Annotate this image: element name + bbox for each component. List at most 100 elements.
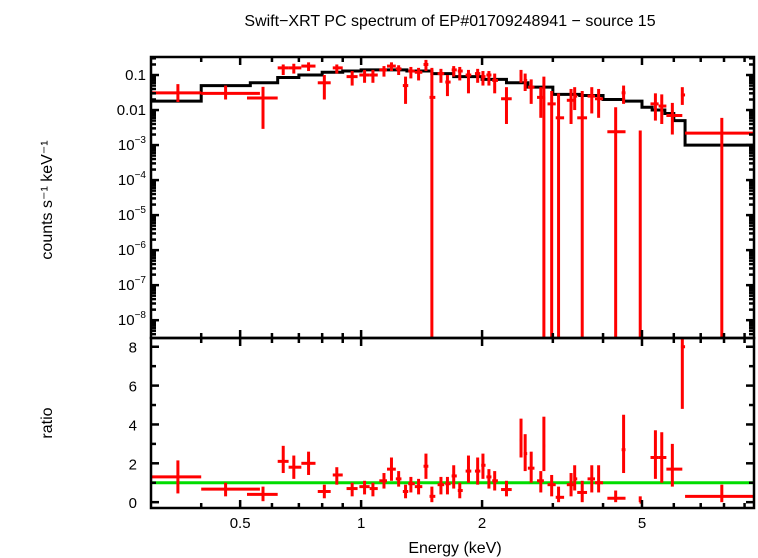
data-point-6 [301,62,316,72]
data-point-43 [621,85,626,104]
ratio-point-23 [457,482,463,499]
ratio-point-44 [638,496,642,504]
ratio-point-49 [685,484,754,503]
y-axis-label-ratio: ratio [39,407,56,438]
ratio-point-2 [201,482,260,497]
ratio-point-30 [519,418,523,458]
ratio-point-6 [301,451,316,475]
y-tick-label: 10−7 [118,275,147,294]
data-point-17 [414,67,423,81]
ratio-y-tick-label: 6 [129,379,137,396]
data-point-41 [595,88,604,118]
ratio-point-48 [680,338,686,409]
y-tick-label: 0.01 [117,102,146,119]
ratio-point-7 [317,484,331,499]
ratio-point-38 [573,465,578,491]
data-point-45 [650,93,659,121]
ratio-point-39 [577,480,588,503]
ratio-point-22 [451,465,457,489]
data-point-44 [638,130,642,340]
ratio-point-47 [666,443,683,487]
ratio-y-tick-label: 4 [129,417,137,434]
data-point-27 [486,71,492,86]
data-point-14 [395,65,402,76]
y-axis-label-counts: counts s⁻¹ keV⁻¹ [39,140,56,259]
y-tick-label: 0.1 [125,67,146,84]
x-axis-label: Energy (keV) [408,540,501,557]
data-point-18 [423,59,429,72]
y-tick-label: 10−3 [118,135,147,154]
ratio-point-26 [481,453,486,479]
data-point-25 [474,68,481,83]
tick-exponent: −6 [135,240,147,251]
data-point-34 [542,76,546,338]
ratio-point-40 [587,465,596,493]
ratio-point-18 [423,453,429,479]
tick-base: 10 [118,137,135,154]
ratio-point-27 [486,469,492,489]
ratio-y-tick-label: 2 [129,456,137,473]
data-point-30 [519,69,523,83]
tick-base: 10 [118,172,135,189]
ratio-point-16 [408,476,415,493]
ratio-point-4 [277,445,289,474]
data-point-11 [369,69,378,83]
y-tick-label: 10−5 [118,205,147,224]
data-point-24 [465,69,472,94]
data-point-26 [481,71,486,86]
data-point-39 [577,90,588,338]
ratio-point-42 [607,490,626,503]
tick-base: 0.1 [125,67,146,84]
ratio-point-45 [650,430,659,479]
data-point-47 [666,102,683,135]
data-point-46 [658,94,667,124]
data-point-29 [501,87,512,124]
data-point-5 [288,63,302,74]
ratio-point-9 [346,482,358,497]
ratio-point-31 [523,434,528,472]
ratio-point-36 [555,486,565,503]
data-point-32 [527,79,535,104]
ratio-y-tick-label: 0 [129,495,137,512]
ratio-point-33 [537,471,544,493]
ratio-point-19 [429,486,436,503]
ratio-point-20 [437,476,445,495]
ratio-point-28 [492,471,498,491]
data-point-12 [379,66,388,77]
data-point-9 [346,71,358,86]
ratio-point-21 [445,476,451,495]
tick-base: 10 [118,242,135,259]
ratio-point-17 [414,478,423,495]
ratio-point-11 [369,482,378,497]
top-panel-frame [149,55,756,340]
ratio-point-5 [288,455,302,479]
y-tick-label: 10−6 [118,240,147,259]
data-point-28 [492,73,498,94]
ratio-point-15 [402,484,409,499]
tick-exponent: −7 [135,275,147,286]
data-point-22 [451,66,457,77]
tick-base: 10 [118,277,135,294]
x-tick-label: 1 [357,515,365,532]
y-tick-label: 10−4 [118,170,147,189]
tick-exponent: −5 [135,205,147,216]
data-point-13 [387,62,396,72]
data-point-16 [408,66,415,79]
data-point-40 [587,87,596,114]
ratio-point-32 [527,451,535,483]
data-point-4 [277,64,289,76]
tick-exponent: −4 [135,170,147,181]
ratio-point-46 [658,432,667,483]
data-point-23 [457,66,463,81]
data-point-31 [523,73,528,91]
ratio-point-10 [359,480,370,495]
y-tick-label: 10−8 [118,310,147,329]
data-point-38 [573,87,578,111]
ratio-point-41 [595,465,604,493]
data-point-35 [547,90,556,338]
ratio-point-34 [542,416,546,472]
ratio-point-1 [151,460,202,494]
tick-exponent: −3 [135,135,147,146]
x-tick-label: 0.5 [230,515,251,532]
data-point-37 [566,88,574,124]
